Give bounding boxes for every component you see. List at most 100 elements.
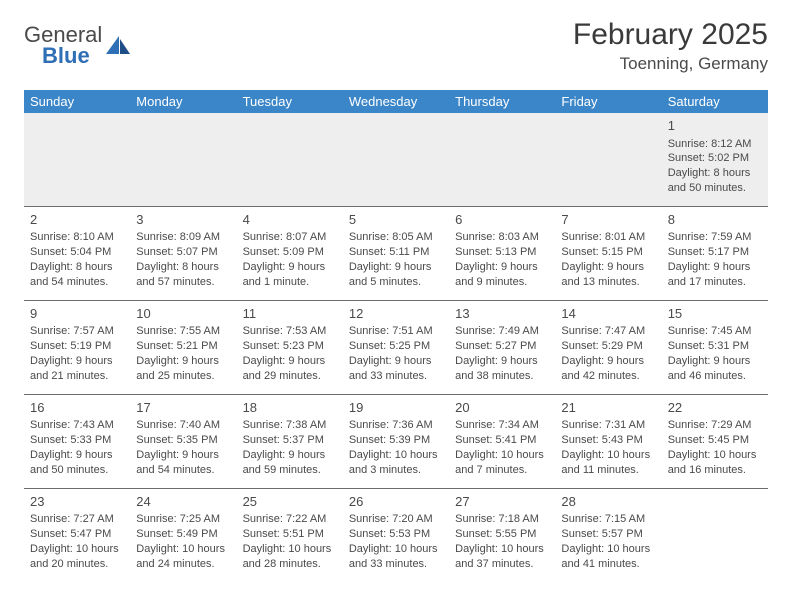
day-number: 14 xyxy=(561,305,655,323)
calendar-day: 18Sunrise: 7:38 AMSunset: 5:37 PMDayligh… xyxy=(237,394,343,488)
daylight-line: Daylight: 9 hours xyxy=(243,448,337,463)
calendar-day: 21Sunrise: 7:31 AMSunset: 5:43 PMDayligh… xyxy=(555,394,661,488)
daylight-line: Daylight: 9 hours xyxy=(30,354,124,369)
sunset-line: Sunset: 5:37 PM xyxy=(243,433,337,448)
weekday-header: Tuesday xyxy=(237,90,343,113)
sunrise-line: Sunrise: 7:36 AM xyxy=(349,418,443,433)
sunrise-line: Sunrise: 7:27 AM xyxy=(30,512,124,527)
sunrise-line: Sunrise: 8:03 AM xyxy=(455,230,549,245)
sunset-line: Sunset: 5:07 PM xyxy=(136,245,230,260)
calendar-day: 12Sunrise: 7:51 AMSunset: 5:25 PMDayligh… xyxy=(343,300,449,394)
daylight-line: and 57 minutes. xyxy=(136,275,230,290)
day-number: 26 xyxy=(349,493,443,511)
logo-word-blue: Blue xyxy=(42,45,102,67)
calendar-day: 24Sunrise: 7:25 AMSunset: 5:49 PMDayligh… xyxy=(130,488,236,581)
daylight-line: and 29 minutes. xyxy=(243,369,337,384)
sunset-line: Sunset: 5:55 PM xyxy=(455,527,549,542)
header: General Blue February 2025 Toenning, Ger… xyxy=(24,18,768,84)
daylight-line: and 54 minutes. xyxy=(30,275,124,290)
calendar-day: 25Sunrise: 7:22 AMSunset: 5:51 PMDayligh… xyxy=(237,488,343,581)
sunset-line: Sunset: 5:15 PM xyxy=(561,245,655,260)
daylight-line: Daylight: 9 hours xyxy=(349,260,443,275)
daylight-line: and 33 minutes. xyxy=(349,557,443,572)
sunrise-line: Sunrise: 7:51 AM xyxy=(349,324,443,339)
calendar-day: 2Sunrise: 8:10 AMSunset: 5:04 PMDaylight… xyxy=(24,206,130,300)
sunrise-line: Sunrise: 7:45 AM xyxy=(668,324,762,339)
calendar-day: 9Sunrise: 7:57 AMSunset: 5:19 PMDaylight… xyxy=(24,300,130,394)
daylight-line: and 13 minutes. xyxy=(561,275,655,290)
daylight-line: Daylight: 8 hours xyxy=(136,260,230,275)
sunrise-line: Sunrise: 8:12 AM xyxy=(668,137,762,152)
daylight-line: Daylight: 9 hours xyxy=(136,354,230,369)
sunset-line: Sunset: 5:19 PM xyxy=(30,339,124,354)
daylight-line: Daylight: 9 hours xyxy=(243,354,337,369)
daylight-line: Daylight: 10 hours xyxy=(561,542,655,557)
daylight-line: Daylight: 10 hours xyxy=(561,448,655,463)
day-number: 2 xyxy=(30,211,124,229)
sunrise-line: Sunrise: 7:38 AM xyxy=(243,418,337,433)
title-block: February 2025 Toenning, Germany xyxy=(573,18,768,74)
weekday-header: Sunday xyxy=(24,90,130,113)
day-number: 17 xyxy=(136,399,230,417)
calendar-week: 1Sunrise: 8:12 AMSunset: 5:02 PMDaylight… xyxy=(24,113,768,206)
sunset-line: Sunset: 5:39 PM xyxy=(349,433,443,448)
sunrise-line: Sunrise: 7:29 AM xyxy=(668,418,762,433)
daylight-line: and 33 minutes. xyxy=(349,369,443,384)
sunrise-line: Sunrise: 7:55 AM xyxy=(136,324,230,339)
sunset-line: Sunset: 5:27 PM xyxy=(455,339,549,354)
calendar-empty xyxy=(449,113,555,206)
calendar-day: 27Sunrise: 7:18 AMSunset: 5:55 PMDayligh… xyxy=(449,488,555,581)
sunset-line: Sunset: 5:09 PM xyxy=(243,245,337,260)
day-number: 11 xyxy=(243,305,337,323)
daylight-line: Daylight: 10 hours xyxy=(349,448,443,463)
day-number: 19 xyxy=(349,399,443,417)
calendar-day: 6Sunrise: 8:03 AMSunset: 5:13 PMDaylight… xyxy=(449,206,555,300)
daylight-line: Daylight: 8 hours xyxy=(30,260,124,275)
daylight-line: Daylight: 10 hours xyxy=(136,542,230,557)
day-number: 15 xyxy=(668,305,762,323)
daylight-line: Daylight: 9 hours xyxy=(668,354,762,369)
sunset-line: Sunset: 5:43 PM xyxy=(561,433,655,448)
daylight-line: Daylight: 9 hours xyxy=(243,260,337,275)
daylight-line: and 54 minutes. xyxy=(136,463,230,478)
calendar-day: 19Sunrise: 7:36 AMSunset: 5:39 PMDayligh… xyxy=(343,394,449,488)
location: Toenning, Germany xyxy=(573,54,768,74)
calendar-day: 8Sunrise: 7:59 AMSunset: 5:17 PMDaylight… xyxy=(662,206,768,300)
daylight-line: and 24 minutes. xyxy=(136,557,230,572)
daylight-line: and 50 minutes. xyxy=(668,181,762,196)
daylight-line: and 7 minutes. xyxy=(455,463,549,478)
day-number: 18 xyxy=(243,399,337,417)
sunrise-line: Sunrise: 8:09 AM xyxy=(136,230,230,245)
daylight-line: and 17 minutes. xyxy=(668,275,762,290)
sunset-line: Sunset: 5:11 PM xyxy=(349,245,443,260)
logo-text-block: General Blue xyxy=(24,24,102,67)
calendar-day: 13Sunrise: 7:49 AMSunset: 5:27 PMDayligh… xyxy=(449,300,555,394)
sunrise-line: Sunrise: 8:10 AM xyxy=(30,230,124,245)
sunrise-line: Sunrise: 7:20 AM xyxy=(349,512,443,527)
logo: General Blue xyxy=(24,18,132,67)
calendar-day: 10Sunrise: 7:55 AMSunset: 5:21 PMDayligh… xyxy=(130,300,236,394)
daylight-line: Daylight: 10 hours xyxy=(455,542,549,557)
sunset-line: Sunset: 5:33 PM xyxy=(30,433,124,448)
calendar-day: 28Sunrise: 7:15 AMSunset: 5:57 PMDayligh… xyxy=(555,488,661,581)
calendar-table: SundayMondayTuesdayWednesdayThursdayFrid… xyxy=(24,90,768,582)
sunrise-line: Sunrise: 7:22 AM xyxy=(243,512,337,527)
day-number: 16 xyxy=(30,399,124,417)
sunset-line: Sunset: 5:45 PM xyxy=(668,433,762,448)
calendar-week: 16Sunrise: 7:43 AMSunset: 5:33 PMDayligh… xyxy=(24,394,768,488)
daylight-line: and 25 minutes. xyxy=(136,369,230,384)
daylight-line: Daylight: 9 hours xyxy=(455,354,549,369)
daylight-line: Daylight: 9 hours xyxy=(561,354,655,369)
daylight-line: and 46 minutes. xyxy=(668,369,762,384)
calendar-empty xyxy=(130,113,236,206)
calendar-day: 11Sunrise: 7:53 AMSunset: 5:23 PMDayligh… xyxy=(237,300,343,394)
day-number: 22 xyxy=(668,399,762,417)
sunrise-line: Sunrise: 7:59 AM xyxy=(668,230,762,245)
day-number: 6 xyxy=(455,211,549,229)
sunrise-line: Sunrise: 8:07 AM xyxy=(243,230,337,245)
daylight-line: and 59 minutes. xyxy=(243,463,337,478)
calendar-empty xyxy=(24,113,130,206)
day-number: 24 xyxy=(136,493,230,511)
daylight-line: and 11 minutes. xyxy=(561,463,655,478)
sunset-line: Sunset: 5:21 PM xyxy=(136,339,230,354)
